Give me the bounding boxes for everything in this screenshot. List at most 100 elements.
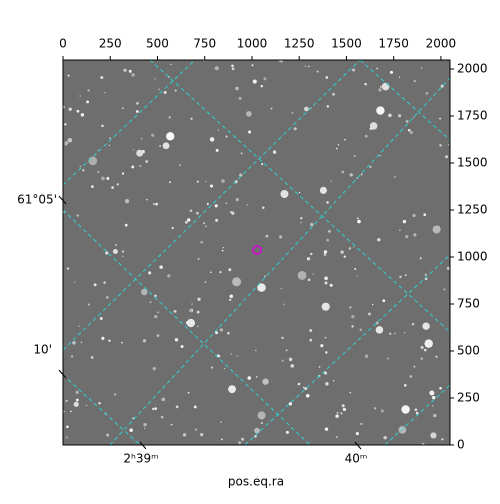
star	[309, 338, 313, 342]
star	[307, 278, 311, 282]
star	[364, 82, 367, 86]
y-tick-label: 1500	[457, 156, 488, 170]
star	[403, 384, 407, 387]
star	[148, 271, 152, 275]
star	[124, 198, 130, 204]
star	[194, 428, 198, 431]
star	[215, 331, 218, 335]
star	[90, 356, 94, 359]
star	[197, 325, 199, 328]
star	[443, 288, 446, 291]
star	[380, 409, 384, 413]
star	[319, 186, 327, 194]
x-tick-label: 0	[59, 37, 67, 51]
star	[229, 294, 234, 299]
star	[217, 129, 219, 131]
ra-label: 2ʰ39ᵐ	[123, 452, 158, 466]
grid-line	[384, 384, 450, 445]
star	[154, 314, 158, 319]
star	[304, 387, 308, 390]
star	[143, 423, 147, 427]
star	[65, 399, 68, 402]
star	[326, 201, 329, 204]
star	[260, 422, 263, 424]
star	[335, 147, 338, 150]
star	[190, 117, 193, 120]
star	[342, 407, 347, 412]
star	[100, 75, 104, 79]
star	[377, 238, 381, 242]
star	[187, 218, 191, 222]
star	[356, 217, 359, 220]
star	[321, 302, 330, 311]
star	[228, 385, 236, 394]
x-tick-label: 1000	[237, 37, 268, 51]
star	[186, 318, 196, 328]
star	[399, 229, 401, 231]
star	[246, 111, 252, 117]
star	[360, 422, 363, 426]
star	[431, 395, 436, 400]
star	[168, 116, 171, 119]
star	[88, 156, 98, 166]
x-tick-label: 1250	[284, 37, 315, 51]
star	[261, 163, 264, 166]
star	[423, 213, 427, 217]
star	[157, 311, 160, 314]
star	[351, 314, 355, 319]
star	[328, 229, 331, 233]
star	[375, 326, 384, 334]
star	[318, 366, 321, 368]
star	[432, 225, 441, 234]
star	[371, 303, 374, 306]
star	[255, 349, 257, 352]
star	[121, 250, 125, 253]
star	[146, 198, 148, 201]
star	[154, 78, 156, 80]
ra-label: 40ᵐ	[345, 452, 368, 466]
star	[73, 281, 76, 284]
star	[302, 386, 305, 389]
star	[430, 432, 437, 439]
star	[197, 258, 200, 260]
star	[149, 301, 152, 304]
star	[308, 65, 310, 68]
star	[382, 299, 386, 303]
star	[86, 100, 90, 104]
star	[239, 173, 243, 177]
x-tick-label: 2000	[426, 37, 457, 51]
star	[129, 428, 133, 432]
star	[189, 308, 193, 313]
star	[397, 114, 402, 118]
star	[325, 382, 329, 386]
star	[115, 244, 117, 246]
stars	[63, 60, 450, 445]
star	[323, 371, 328, 375]
star	[79, 95, 82, 97]
star	[67, 74, 70, 77]
star	[402, 219, 407, 224]
star	[87, 89, 90, 92]
star	[332, 380, 335, 382]
star	[87, 303, 90, 306]
star	[324, 336, 327, 339]
star	[435, 355, 438, 358]
star	[413, 80, 416, 83]
grid-line	[109, 77, 450, 445]
star	[152, 366, 156, 371]
y-tick-label: 1750	[457, 109, 488, 123]
star	[222, 247, 225, 249]
star	[355, 432, 359, 436]
star	[281, 359, 284, 362]
star	[383, 435, 387, 440]
y-tick-label: 750	[457, 297, 480, 311]
star	[109, 137, 111, 140]
star	[348, 247, 352, 250]
star	[398, 76, 401, 78]
star	[252, 79, 257, 84]
star	[151, 133, 155, 137]
star	[341, 170, 345, 174]
star	[215, 218, 219, 222]
star	[304, 65, 307, 67]
